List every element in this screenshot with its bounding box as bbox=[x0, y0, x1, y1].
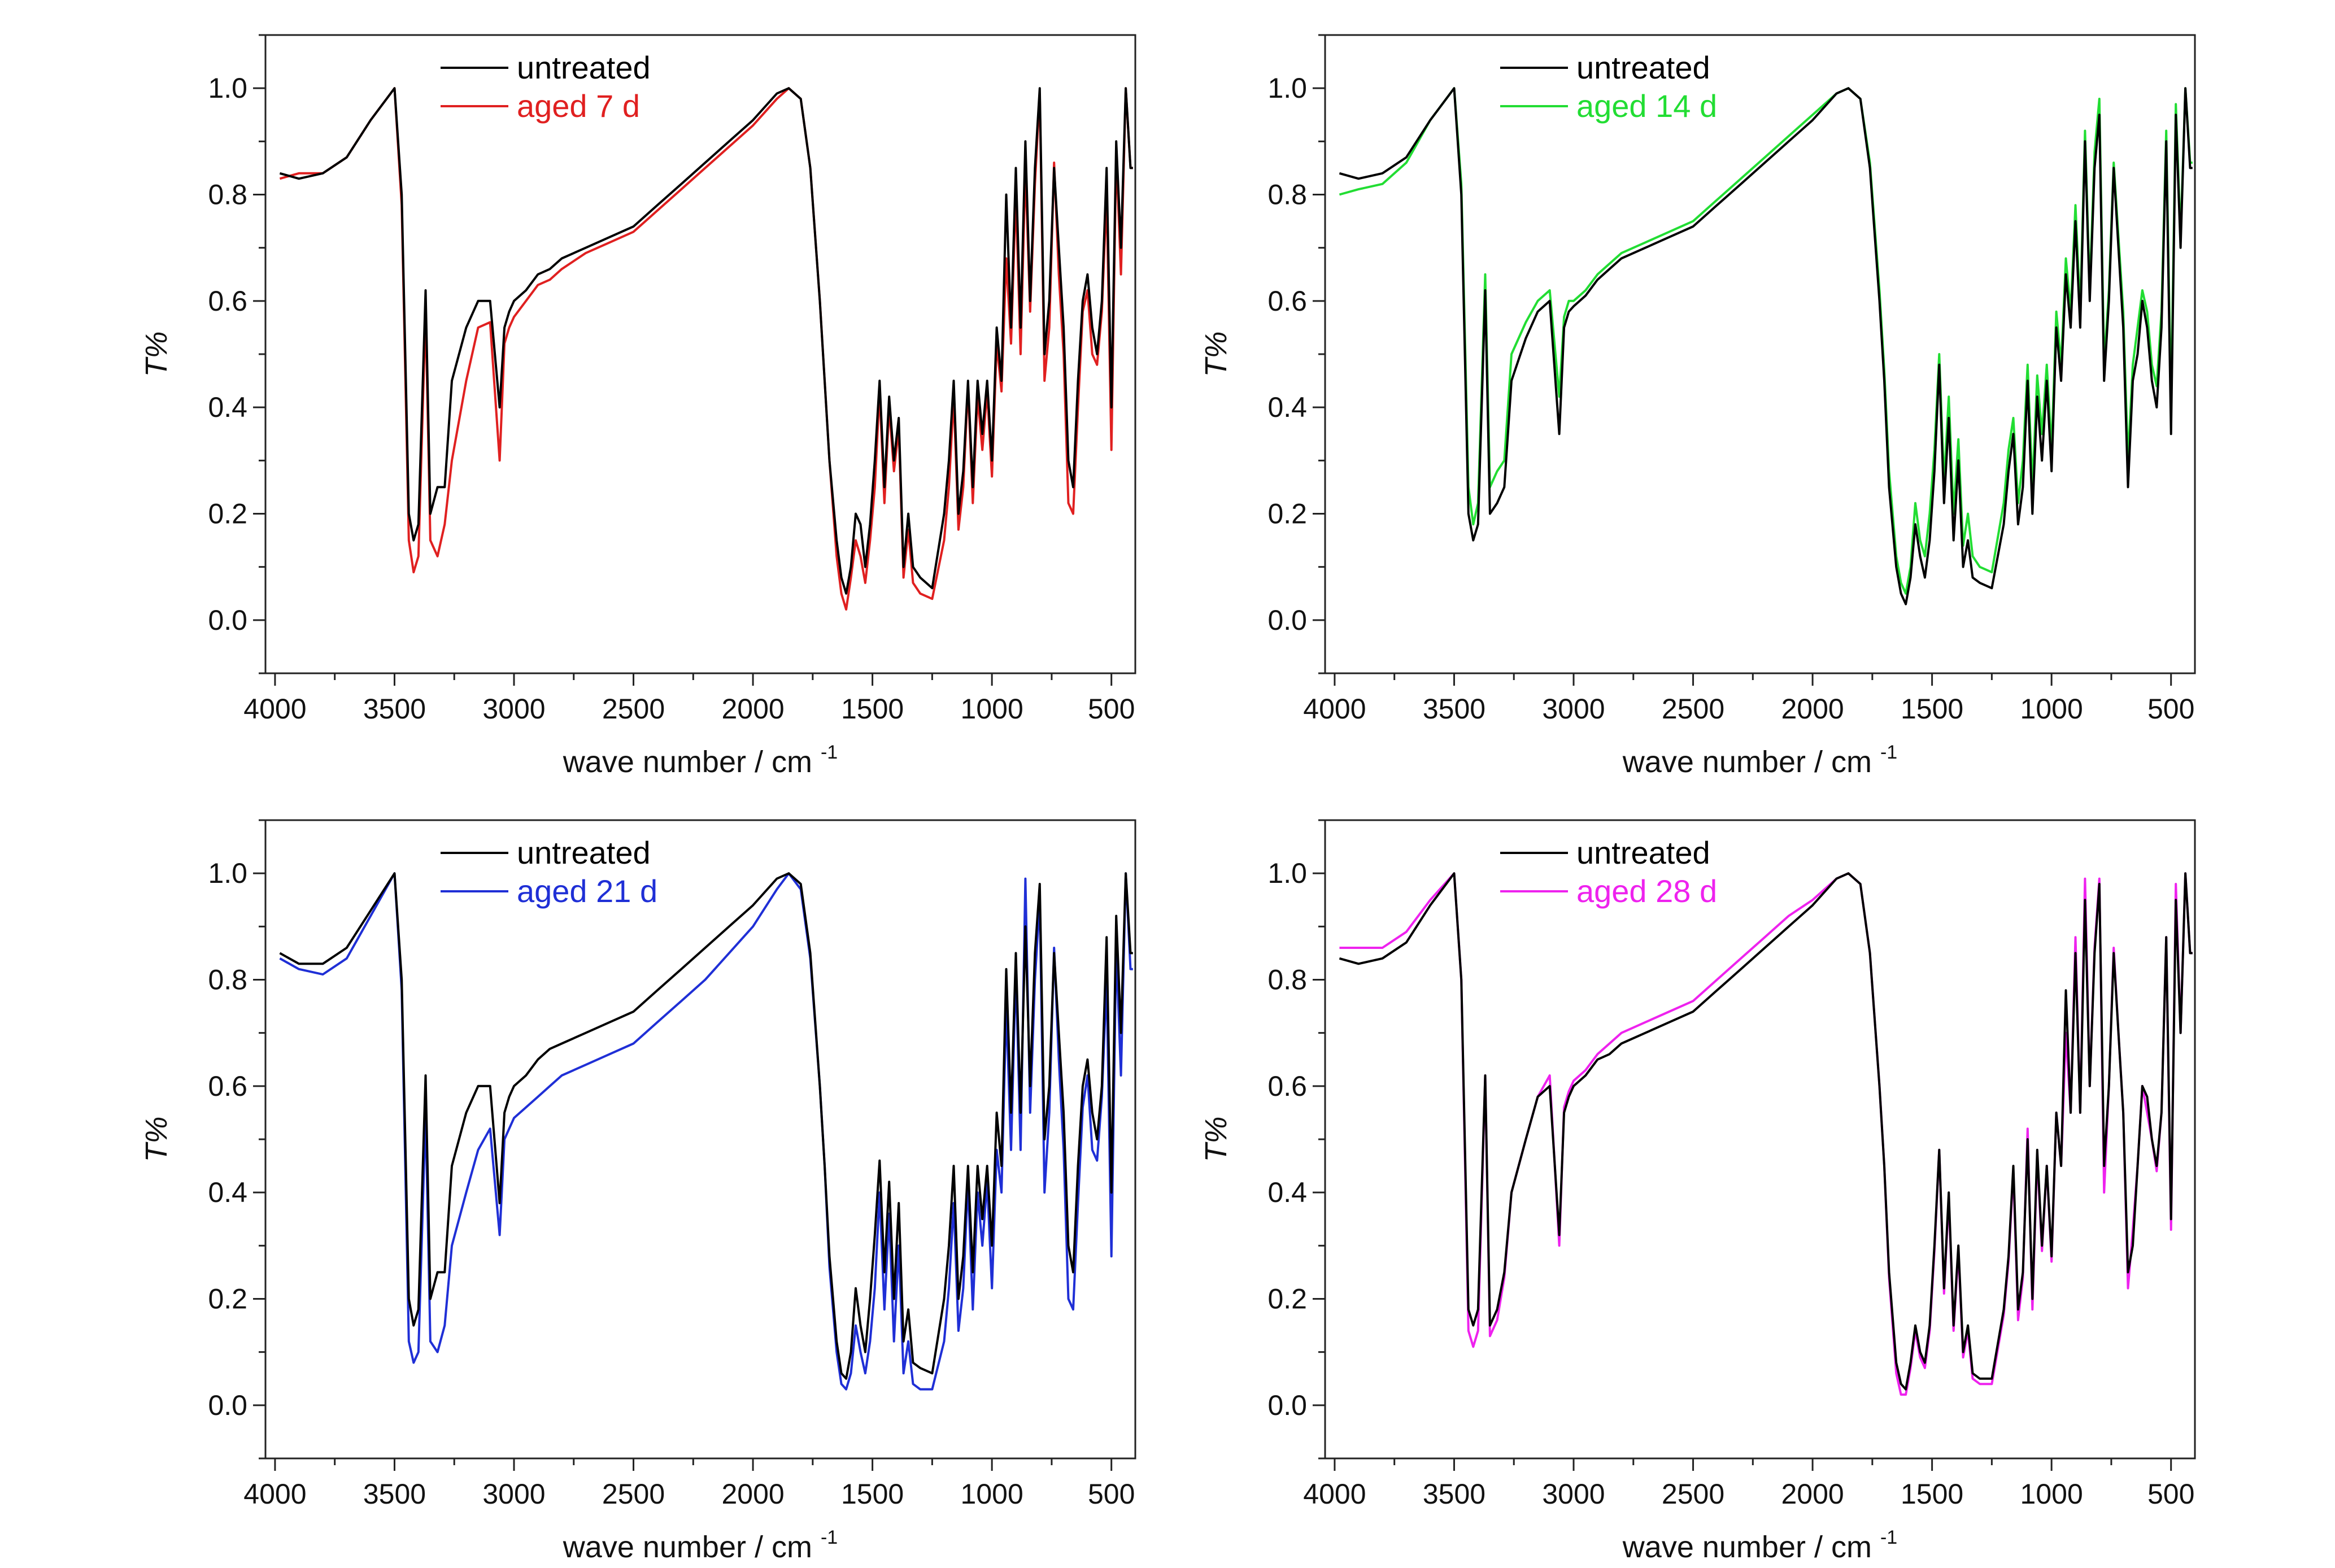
x-tick-label: 3000 bbox=[1542, 1478, 1605, 1510]
y-tick-label: 0.8 bbox=[1267, 964, 1307, 996]
x-axis-label: wave number / cm -1 bbox=[563, 742, 838, 779]
series-line bbox=[279, 87, 1133, 611]
x-tick-label: 2500 bbox=[1662, 693, 1724, 725]
x-tick-label: 4000 bbox=[243, 693, 306, 725]
y-tick-label: 0.0 bbox=[1267, 604, 1307, 636]
series-line bbox=[1339, 87, 2193, 595]
plot-frame bbox=[264, 34, 1136, 674]
y-axis-label: T% bbox=[140, 1117, 173, 1162]
x-tick-label: 4000 bbox=[1303, 693, 1366, 725]
series-line bbox=[1339, 87, 2193, 606]
x-tick-label: 3500 bbox=[363, 1478, 426, 1510]
legend-label: aged 21 d bbox=[517, 873, 657, 909]
y-tick-label: 0.0 bbox=[208, 604, 247, 636]
y-axis-label: T% bbox=[140, 332, 173, 377]
x-axis-label-text: wave number / cm bbox=[563, 745, 821, 779]
y-tick-label: 0.4 bbox=[208, 391, 247, 423]
plot-frame bbox=[1324, 819, 2196, 1460]
x-tick-label: 3500 bbox=[363, 693, 426, 725]
chart-panel: 4000 3500 3000 2500 2000 1500 1000 500 0.0 0.2 0.4… bbox=[1199, 819, 2196, 1564]
x-tick-label: 2000 bbox=[1781, 1478, 1844, 1510]
x-tick-label: 4000 bbox=[1303, 1478, 1366, 1510]
y-tick-label: 1.0 bbox=[1267, 72, 1307, 104]
legend-label: aged 14 d bbox=[1576, 88, 1717, 124]
y-tick-label: 0.2 bbox=[1267, 498, 1307, 530]
y-tick-label: 0.4 bbox=[1267, 1177, 1307, 1208]
y-tick-label: 0.0 bbox=[1267, 1390, 1307, 1421]
chart-panel: 4000 3500 3000 2500 2000 1500 1000 500 0.0 0.2 0.4… bbox=[140, 819, 1136, 1564]
x-tick-label: 4000 bbox=[243, 1478, 306, 1510]
y-tick-label: 0.6 bbox=[208, 285, 247, 317]
y-tick-label: 0.2 bbox=[208, 1283, 247, 1315]
y-tick-label: 0.4 bbox=[1267, 391, 1307, 423]
x-tick-label: 2500 bbox=[1662, 1478, 1724, 1510]
x-tick-label: 1000 bbox=[2020, 693, 2083, 725]
series-line bbox=[1339, 872, 2193, 1391]
x-axis-label-text: wave number / cm bbox=[1622, 745, 1880, 779]
plot-frame bbox=[1324, 34, 2196, 674]
y-tick-label: 0.6 bbox=[1267, 285, 1307, 317]
y-tick-label: 0.8 bbox=[208, 964, 247, 996]
x-tick-label: 500 bbox=[1088, 1478, 1135, 1510]
x-axis-label-text: wave number / cm bbox=[563, 1530, 821, 1564]
x-tick-label: 3500 bbox=[1423, 693, 1485, 725]
y-tick-label: 0.4 bbox=[208, 1177, 247, 1208]
x-axis-label: wave number / cm -1 bbox=[1622, 1527, 1897, 1564]
x-axis-label-superscript: -1 bbox=[821, 1527, 838, 1548]
x-axis-label-text: wave number / cm bbox=[1622, 1530, 1880, 1564]
x-axis-label-superscript: -1 bbox=[1880, 1527, 1897, 1548]
plot-frame bbox=[264, 819, 1136, 1460]
x-tick-label: 3000 bbox=[1542, 693, 1605, 725]
x-tick-label: 1000 bbox=[2020, 1478, 2083, 1510]
y-tick-label: 0.6 bbox=[208, 1070, 247, 1102]
x-tick-label: 2000 bbox=[721, 693, 784, 725]
x-axis-label: wave number / cm -1 bbox=[1622, 742, 1897, 779]
x-tick-label: 500 bbox=[2147, 1478, 2194, 1510]
chart-panel: 4000 3500 3000 2500 2000 1500 1000 500 0.0 0.2 0.4… bbox=[140, 34, 1136, 779]
legend-label: untreated bbox=[1576, 50, 1710, 85]
x-tick-label: 2000 bbox=[1781, 693, 1844, 725]
x-tick-label: 1500 bbox=[841, 1478, 904, 1510]
x-tick-label: 2500 bbox=[602, 1478, 665, 1510]
x-axis-label-superscript: -1 bbox=[1880, 742, 1897, 763]
y-tick-label: 0.6 bbox=[1267, 1070, 1307, 1102]
legend-label: untreated bbox=[517, 50, 651, 85]
legend-label: aged 7 d bbox=[517, 88, 640, 124]
series-line bbox=[1339, 872, 2193, 1396]
y-tick-label: 0.2 bbox=[1267, 1283, 1307, 1315]
x-axis-label-superscript: -1 bbox=[821, 742, 838, 763]
y-tick-label: 0.8 bbox=[1267, 179, 1307, 211]
y-tick-label: 0.0 bbox=[208, 1390, 247, 1421]
series-line bbox=[279, 872, 1133, 1380]
y-tick-label: 1.0 bbox=[208, 72, 247, 104]
legend-label: untreated bbox=[1576, 835, 1710, 870]
x-tick-label: 1500 bbox=[841, 693, 904, 725]
legend-label: untreated bbox=[517, 835, 651, 870]
x-tick-label: 3000 bbox=[482, 1478, 545, 1510]
y-tick-label: 0.8 bbox=[208, 179, 247, 211]
y-axis-label: T% bbox=[1199, 332, 1233, 377]
chart-panel: 4000 3500 3000 2500 2000 1500 1000 500 0.0 0.2 0.4… bbox=[1199, 34, 2196, 779]
x-tick-label: 3000 bbox=[482, 693, 545, 725]
y-tick-label: 0.2 bbox=[208, 498, 247, 530]
x-tick-label: 3500 bbox=[1423, 1478, 1485, 1510]
x-tick-label: 1000 bbox=[961, 1478, 1023, 1510]
x-tick-label: 2000 bbox=[721, 1478, 784, 1510]
x-tick-label: 2500 bbox=[602, 693, 665, 725]
y-axis-label: T% bbox=[1199, 1117, 1233, 1162]
series-line bbox=[279, 872, 1133, 1391]
x-tick-label: 1000 bbox=[961, 693, 1023, 725]
x-tick-label: 1500 bbox=[1901, 693, 1963, 725]
legend-label: aged 28 d bbox=[1576, 873, 1717, 909]
series-line bbox=[279, 87, 1133, 595]
y-tick-label: 1.0 bbox=[208, 857, 247, 889]
y-tick-label: 1.0 bbox=[1267, 857, 1307, 889]
x-tick-label: 1500 bbox=[1901, 1478, 1963, 1510]
x-tick-label: 500 bbox=[2147, 693, 2194, 725]
x-axis-label: wave number / cm -1 bbox=[563, 1527, 838, 1564]
x-tick-label: 500 bbox=[1088, 693, 1135, 725]
